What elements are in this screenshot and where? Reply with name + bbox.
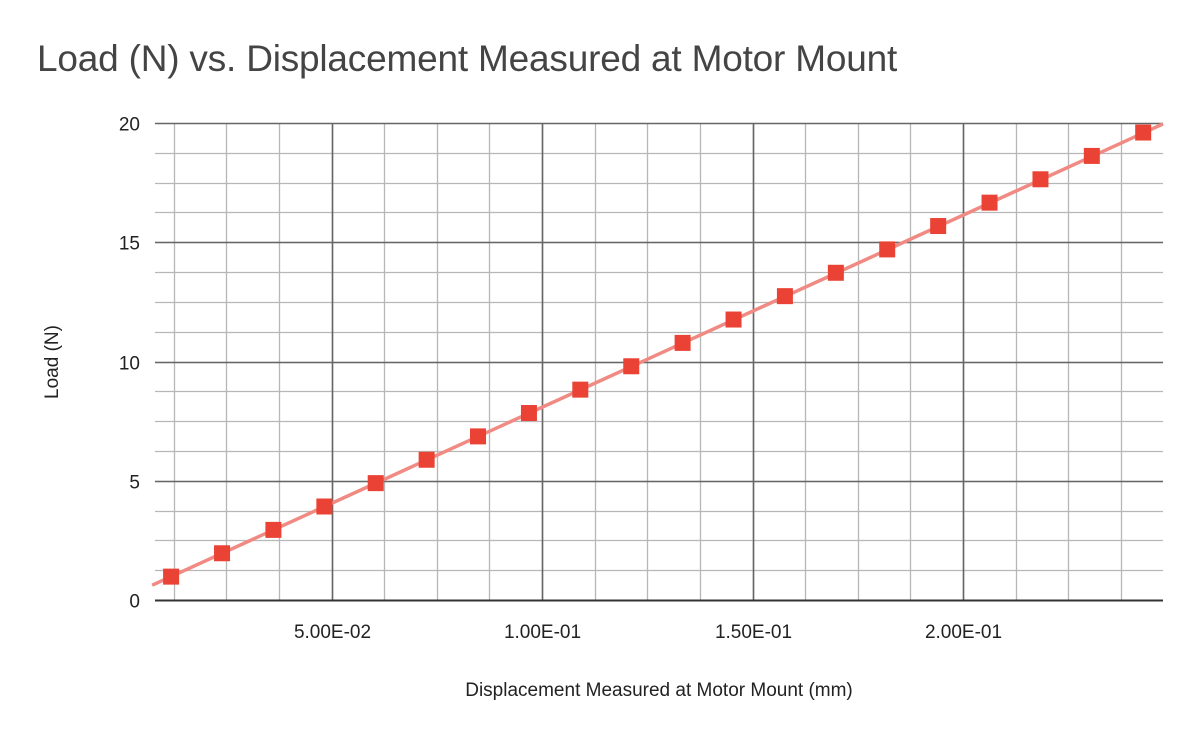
data-point-square-marker (163, 568, 180, 585)
y-tick-label: 5 (129, 473, 140, 494)
data-point-square-marker (470, 428, 487, 445)
data-point-square-marker (981, 194, 998, 211)
data-point-square-marker (725, 311, 742, 328)
data-point-square-marker (674, 334, 691, 351)
data-point-square-marker (623, 358, 640, 375)
data-point-square-marker (214, 545, 231, 562)
data-point-square-marker (418, 451, 435, 468)
data-point-square-marker (367, 475, 384, 492)
data-point-square-marker (1083, 147, 1100, 164)
x-tick-label: 2.00E-01 (925, 622, 1002, 643)
x-tick-label: 1.50E-01 (715, 622, 792, 643)
x-axis-label: Displacement Measured at Motor Mount (mm… (465, 680, 853, 701)
x-axis-ticks: 5.00E-02 1.00E-01 1.50E-01 2.00E-01 (294, 622, 1002, 643)
data-series (163, 124, 1152, 585)
y-tick-label: 15 (119, 234, 140, 255)
data-point-square-marker (776, 288, 793, 305)
data-point-square-marker (265, 521, 282, 538)
y-tick-label: 10 (119, 354, 140, 375)
data-point-square-marker (827, 264, 844, 281)
y-axis-ticks: 0 5 10 15 20 (119, 115, 140, 613)
data-point-square-marker (930, 218, 947, 235)
data-point-square-marker (879, 241, 896, 258)
data-point-square-marker (572, 381, 589, 398)
data-point-square-marker (1135, 124, 1152, 141)
y-tick-label: 0 (129, 592, 140, 613)
data-point-square-marker (1032, 171, 1049, 188)
trendline (151, 122, 1164, 587)
data-point-square-marker (520, 405, 537, 422)
y-tick-label: 20 (119, 115, 140, 136)
linear-trendline (151, 122, 1164, 587)
major-gridlines (155, 122, 1163, 600)
x-tick-label: 1.00E-01 (504, 622, 581, 643)
chart-title: Load (N) vs. Displacement Measured at Mo… (37, 38, 898, 79)
data-point-square-marker (316, 498, 333, 515)
x-tick-label: 5.00E-02 (294, 622, 371, 643)
